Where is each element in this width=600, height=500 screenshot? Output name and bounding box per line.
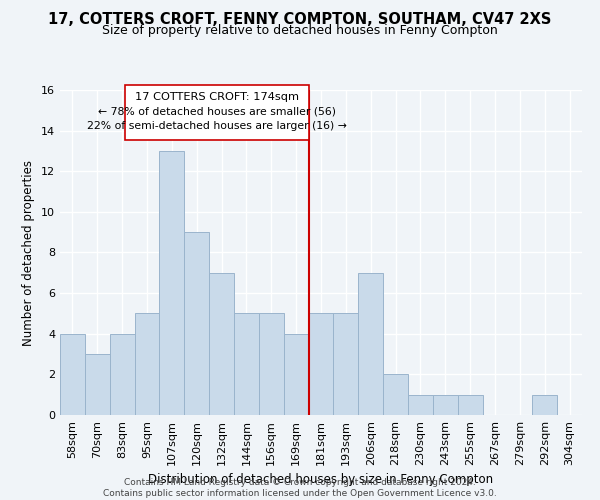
Bar bbox=[60, 334, 85, 415]
Bar bbox=[284, 334, 308, 415]
Bar bbox=[160, 151, 184, 415]
Bar bbox=[358, 273, 383, 415]
Text: 17, COTTERS CROFT, FENNY COMPTON, SOUTHAM, CV47 2XS: 17, COTTERS CROFT, FENNY COMPTON, SOUTHA… bbox=[49, 12, 551, 28]
Bar bbox=[110, 334, 134, 415]
Bar bbox=[134, 314, 160, 415]
Bar bbox=[184, 232, 209, 415]
Text: Size of property relative to detached houses in Fenny Compton: Size of property relative to detached ho… bbox=[102, 24, 498, 37]
Text: 22% of semi-detached houses are larger (16) →: 22% of semi-detached houses are larger (… bbox=[86, 120, 347, 130]
Bar bbox=[433, 394, 458, 415]
Bar bbox=[209, 273, 234, 415]
Bar bbox=[383, 374, 408, 415]
Bar bbox=[532, 394, 557, 415]
Bar bbox=[85, 354, 110, 415]
Text: ← 78% of detached houses are smaller (56): ← 78% of detached houses are smaller (56… bbox=[98, 106, 335, 117]
Bar bbox=[408, 394, 433, 415]
X-axis label: Distribution of detached houses by size in Fenny Compton: Distribution of detached houses by size … bbox=[148, 474, 494, 486]
FancyBboxPatch shape bbox=[125, 85, 308, 140]
Bar bbox=[334, 314, 358, 415]
Bar bbox=[458, 394, 482, 415]
Text: 17 COTTERS CROFT: 174sqm: 17 COTTERS CROFT: 174sqm bbox=[134, 92, 299, 102]
Bar bbox=[259, 314, 284, 415]
Bar bbox=[308, 314, 334, 415]
Bar bbox=[234, 314, 259, 415]
Y-axis label: Number of detached properties: Number of detached properties bbox=[22, 160, 35, 346]
Text: Contains HM Land Registry data © Crown copyright and database right 2024.
Contai: Contains HM Land Registry data © Crown c… bbox=[103, 478, 497, 498]
